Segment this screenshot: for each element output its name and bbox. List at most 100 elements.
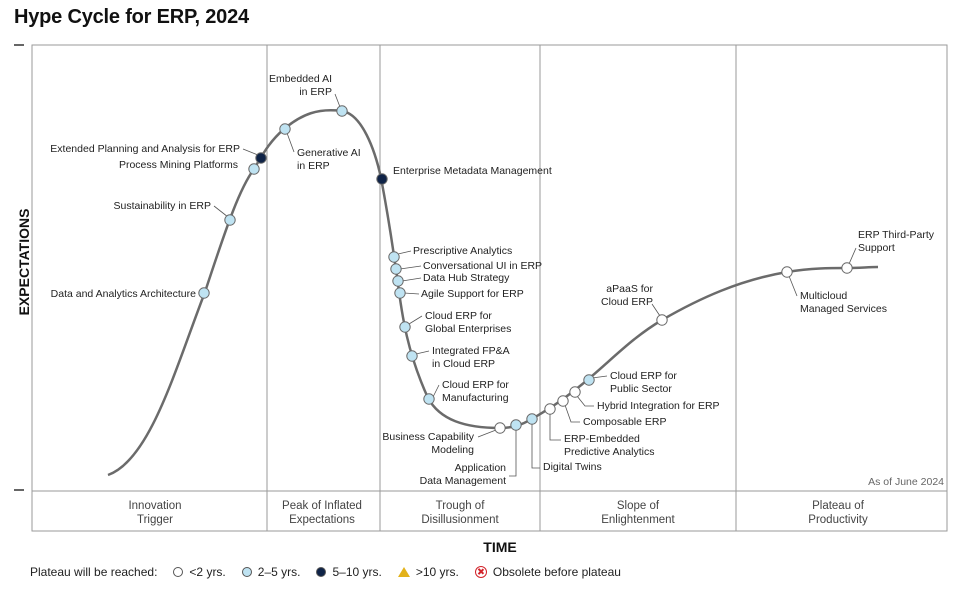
as-of-note: As of June 2024 — [868, 476, 944, 488]
technology-label: Business Capability Modeling — [382, 431, 474, 456]
technology-point — [388, 251, 400, 263]
hype-curve — [107, 109, 879, 477]
legend-label: 5–10 yrs. — [332, 565, 382, 579]
technology-label: Cloud ERP for Public Sector — [610, 370, 677, 395]
leader-line — [477, 429, 497, 438]
y-axis-title: EXPECTATIONS — [16, 209, 32, 316]
leader-line — [408, 315, 423, 325]
dark-blue-circle-icon — [316, 567, 327, 577]
technology-label: Conversational UI in ERP — [423, 260, 542, 272]
legend-item-obsolete: Obsolete before plateau — [474, 565, 621, 579]
technology-point — [583, 374, 595, 386]
technology-point — [336, 105, 348, 117]
phase-label: Innovation Trigger — [128, 500, 181, 526]
technology-label: Cloud ERP for Manufacturing — [442, 379, 509, 404]
legend-item-gt10: >10 yrs. — [397, 565, 459, 579]
leader-lines — [213, 93, 857, 477]
technology-label: aPaaS for Cloud ERP — [601, 283, 653, 308]
leader-line — [788, 275, 798, 297]
technology-point — [526, 413, 538, 425]
red-x-circle-icon — [474, 566, 487, 578]
phase-label: Plateau of Productivity — [808, 500, 868, 526]
leader-line — [397, 250, 412, 255]
technology-label: Digital Twins — [543, 461, 602, 473]
leader-line — [242, 148, 259, 156]
legend-label: <2 yrs. — [189, 565, 226, 579]
technology-points — [198, 105, 853, 434]
x-axis-title: TIME — [483, 539, 516, 555]
technology-point — [557, 395, 569, 407]
leader-line — [576, 395, 594, 407]
technology-point — [279, 123, 291, 135]
technology-point — [406, 350, 418, 362]
technology-point — [423, 393, 435, 405]
technology-label: Application Data Management — [420, 462, 507, 487]
technology-label: Agile Support for ERP — [421, 288, 524, 300]
legend-item-5to10: 5–10 yrs. — [316, 565, 382, 579]
technology-label: Hybrid Integration for ERP — [597, 400, 720, 412]
technology-label: Embedded AI in ERP — [269, 73, 332, 98]
technology-point — [248, 163, 260, 175]
technology-point — [399, 321, 411, 333]
technology-label: Multicloud Managed Services — [800, 290, 887, 315]
technology-point — [494, 422, 506, 434]
leader-line — [591, 375, 608, 379]
technology-label: ERP-Embedded Predictive Analytics — [564, 433, 654, 458]
leader-line — [549, 413, 561, 441]
technology-point — [255, 152, 267, 164]
leader-line — [415, 350, 430, 355]
leader-line — [286, 132, 295, 153]
technology-point — [544, 403, 556, 415]
legend-item-lt2: <2 yrs. — [173, 565, 226, 579]
legend: Plateau will be reached: <2 yrs. 2–5 yrs… — [30, 565, 621, 579]
technology-point — [390, 263, 402, 275]
leader-line — [334, 93, 341, 108]
technology-label: Extended Planning and Analysis for ERP — [50, 143, 240, 155]
technology-label: Data Hub Strategy — [423, 272, 510, 284]
phase-band — [31, 490, 948, 532]
technology-point — [224, 214, 236, 226]
technology-point — [781, 266, 793, 278]
leader-line — [403, 292, 420, 295]
light-blue-circle-icon — [241, 567, 252, 577]
technology-label: Sustainability in ERP — [114, 200, 211, 212]
technology-point — [394, 287, 406, 299]
plot-frame — [31, 44, 948, 492]
white-circle-icon — [173, 567, 184, 577]
leader-line — [848, 247, 857, 265]
technology-point — [392, 275, 404, 287]
leader-line — [531, 423, 540, 469]
yellow-triangle-icon — [397, 567, 410, 577]
phase-dividers — [266, 45, 737, 531]
technology-point — [198, 287, 210, 299]
legend-title: Plateau will be reached: — [30, 565, 158, 579]
chart-title: Hype Cycle for ERP, 2024 — [14, 6, 249, 28]
technology-label: Prescriptive Analytics — [413, 245, 512, 257]
technology-label: Cloud ERP for Global Enterprises — [425, 310, 511, 335]
technology-label: Integrated FP&A in Cloud ERP — [432, 345, 510, 370]
legend-label: Obsolete before plateau — [492, 565, 621, 579]
technology-point — [569, 386, 581, 398]
leader-line — [432, 384, 440, 398]
technology-label: ERP Third-Party Support — [858, 229, 935, 254]
technology-point — [510, 419, 522, 431]
phase-label: Slope of Enlightenment — [601, 500, 675, 526]
technology-point — [841, 262, 853, 274]
technology-label: Process Mining Platforms — [119, 159, 238, 171]
technology-point — [376, 173, 388, 185]
leader-line — [213, 205, 229, 218]
legend-label: >10 yrs. — [415, 565, 459, 579]
phase-labels: Innovation Trigger Peak of Inflated Expecta… — [128, 500, 868, 526]
technology-point — [656, 314, 668, 326]
technology-label: Composable ERP — [583, 416, 666, 428]
technology-labels: Data and Analytics Architecture Sustainab… — [50, 73, 935, 487]
technology-label: Enterprise Metadata Management — [393, 165, 552, 177]
phase-label: Peak of Inflated Expectations — [282, 500, 362, 526]
leader-line — [564, 404, 580, 423]
leader-line — [401, 277, 422, 282]
technology-label: Data and Analytics Architecture — [51, 288, 196, 300]
legend-label: 2–5 yrs. — [257, 565, 301, 579]
phase-label: Trough of Disillusionment — [421, 500, 499, 526]
legend-item-2to5: 2–5 yrs. — [241, 565, 301, 579]
